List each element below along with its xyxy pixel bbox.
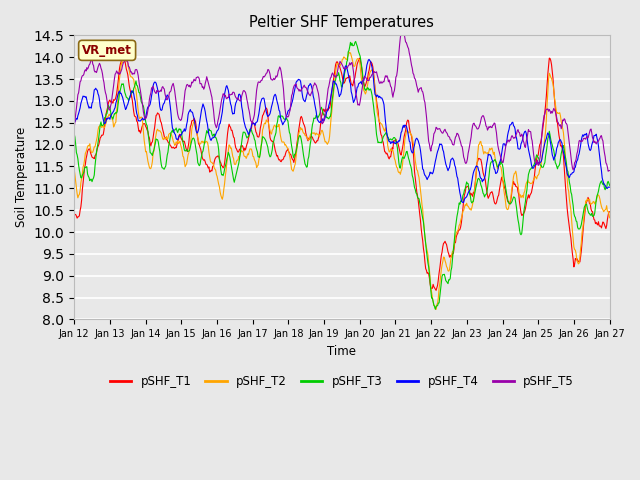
pSHF_T5 — [408, 62, 415, 68]
pSHF_T1 — [80, 172, 88, 178]
pSHF_T1 — [606, 209, 614, 215]
pSHF_T5 — [189, 78, 197, 84]
pSHF_T4 — [135, 118, 143, 123]
pSHF_T4 — [459, 200, 467, 205]
pSHF_T5 — [70, 125, 78, 131]
pSHF_T4 — [365, 57, 373, 62]
pSHF_T4 — [189, 113, 197, 119]
Line: pSHF_T1: pSHF_T1 — [74, 55, 610, 290]
pSHF_T2 — [80, 161, 88, 167]
X-axis label: Time: Time — [328, 345, 356, 358]
pSHF_T4 — [606, 184, 614, 190]
pSHF_T4 — [218, 113, 225, 119]
pSHF_T5 — [606, 168, 614, 173]
pSHF_T2 — [70, 166, 78, 171]
pSHF_T2 — [408, 132, 415, 138]
pSHF_T5 — [135, 78, 143, 84]
pSHF_T2 — [135, 113, 143, 119]
pSHF_T2 — [606, 215, 614, 221]
pSHF_T4 — [423, 177, 431, 182]
pSHF_T2 — [189, 120, 197, 126]
pSHF_T3 — [423, 254, 431, 260]
pSHF_T5 — [604, 168, 612, 174]
pSHF_T1 — [120, 52, 127, 58]
Y-axis label: Soil Temperature: Soil Temperature — [15, 127, 28, 228]
pSHF_T3 — [218, 172, 225, 178]
pSHF_T1 — [136, 128, 143, 133]
pSHF_T1 — [432, 288, 440, 293]
pSHF_T1 — [218, 163, 226, 169]
pSHF_T2 — [218, 195, 225, 201]
pSHF_T3 — [70, 131, 78, 136]
pSHF_T2 — [423, 248, 431, 254]
pSHF_T3 — [352, 38, 360, 44]
pSHF_T2 — [432, 307, 440, 312]
pSHF_T4 — [80, 94, 88, 99]
Text: VR_met: VR_met — [82, 44, 132, 57]
pSHF_T5 — [218, 97, 225, 103]
pSHF_T3 — [408, 167, 415, 172]
pSHF_T1 — [423, 270, 431, 276]
Legend: pSHF_T1, pSHF_T2, pSHF_T3, pSHF_T4, pSHF_T5: pSHF_T1, pSHF_T2, pSHF_T3, pSHF_T4, pSHF… — [105, 371, 579, 393]
pSHF_T5 — [80, 72, 88, 77]
pSHF_T3 — [431, 306, 439, 312]
Line: pSHF_T4: pSHF_T4 — [74, 60, 610, 203]
Line: pSHF_T3: pSHF_T3 — [74, 41, 610, 309]
pSHF_T5 — [423, 121, 431, 127]
pSHF_T5 — [399, 22, 406, 27]
pSHF_T2 — [345, 49, 353, 55]
Line: pSHF_T2: pSHF_T2 — [74, 52, 610, 310]
pSHF_T1 — [190, 115, 198, 121]
Line: pSHF_T5: pSHF_T5 — [74, 24, 610, 171]
pSHF_T1 — [70, 212, 78, 218]
pSHF_T3 — [606, 182, 614, 188]
pSHF_T3 — [135, 90, 143, 96]
pSHF_T3 — [80, 169, 88, 175]
pSHF_T4 — [70, 117, 78, 123]
Title: Peltier SHF Temperatures: Peltier SHF Temperatures — [250, 15, 435, 30]
pSHF_T1 — [408, 133, 415, 139]
pSHF_T4 — [408, 149, 415, 155]
pSHF_T3 — [189, 135, 197, 141]
